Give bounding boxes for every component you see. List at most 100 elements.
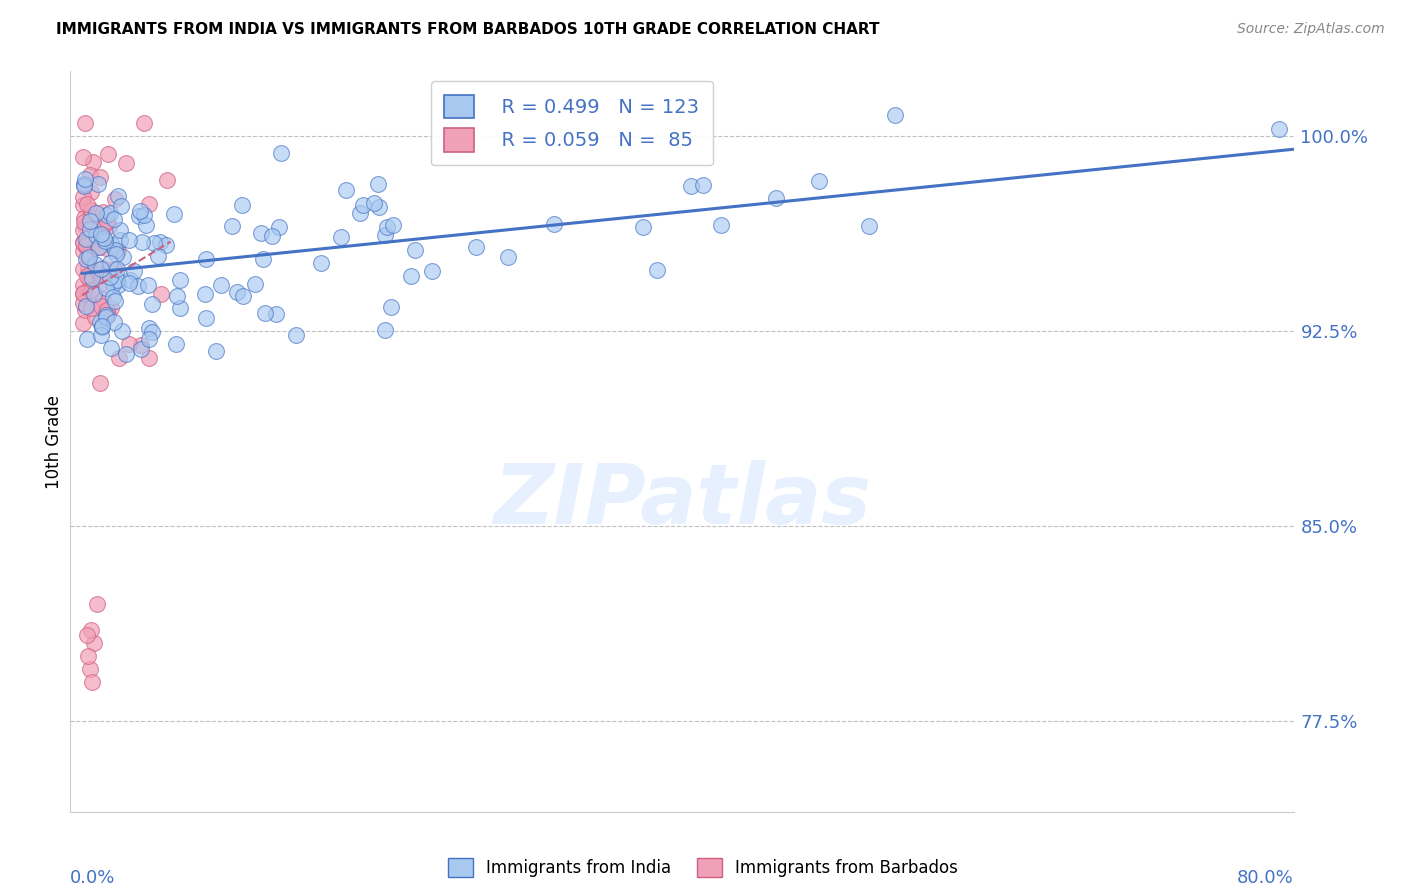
Point <box>93 218 115 232</box>
Point <box>142 236 165 251</box>
Text: 80.0%: 80.0% <box>1237 869 1294 887</box>
Y-axis label: 10th Grade: 10th Grade <box>45 394 63 489</box>
Point <box>285 327 308 342</box>
Point <box>131 235 153 249</box>
Point <box>335 183 357 197</box>
Point <box>82 154 104 169</box>
Point <box>72 223 94 237</box>
Point <box>82 674 104 689</box>
Point <box>122 264 145 278</box>
Point <box>94 310 117 324</box>
Point <box>883 108 905 122</box>
Point <box>543 217 565 231</box>
Point <box>98 269 121 284</box>
Point <box>79 222 101 236</box>
Point <box>83 287 105 301</box>
Point <box>375 220 398 235</box>
Point <box>112 250 135 264</box>
Point <box>93 231 115 245</box>
Point <box>94 241 117 255</box>
Point <box>96 208 118 222</box>
Point <box>135 219 157 233</box>
Point <box>104 294 127 309</box>
Point <box>352 198 374 212</box>
Point <box>73 116 96 130</box>
Point <box>72 235 94 249</box>
Point <box>141 297 163 311</box>
Point <box>115 155 138 169</box>
Point <box>86 221 108 235</box>
Point <box>96 308 118 322</box>
Point <box>87 263 110 277</box>
Point <box>105 273 128 287</box>
Point <box>245 277 267 291</box>
Point <box>108 351 131 365</box>
Point <box>80 623 103 637</box>
Text: Source: ZipAtlas.com: Source: ZipAtlas.com <box>1237 22 1385 37</box>
Point <box>710 219 733 233</box>
Point <box>72 277 94 292</box>
Point <box>94 308 117 322</box>
Point <box>103 277 125 291</box>
Point <box>73 172 96 186</box>
Point <box>103 315 125 329</box>
Point <box>103 211 125 226</box>
Point <box>270 145 292 160</box>
Point <box>110 223 132 237</box>
Point <box>107 189 129 203</box>
Point <box>84 206 107 220</box>
Point <box>79 213 101 227</box>
Point <box>136 277 159 292</box>
Point <box>209 277 232 292</box>
Point <box>75 240 97 254</box>
Point <box>645 263 668 277</box>
Point <box>72 235 94 250</box>
Point <box>72 197 94 211</box>
Point <box>72 150 94 164</box>
Point <box>72 296 94 310</box>
Point <box>765 191 787 205</box>
Point <box>349 205 371 219</box>
Point <box>90 268 112 282</box>
Point <box>73 285 96 299</box>
Point <box>129 343 152 357</box>
Point <box>367 177 389 191</box>
Point <box>128 203 150 218</box>
Point <box>118 336 141 351</box>
Point <box>76 628 98 642</box>
Point <box>195 252 218 266</box>
Point <box>91 260 114 275</box>
Point <box>79 168 101 182</box>
Point <box>91 233 114 247</box>
Point <box>79 236 101 251</box>
Point <box>87 239 110 253</box>
Point <box>98 206 121 220</box>
Point <box>262 228 284 243</box>
Point <box>72 211 94 226</box>
Point <box>155 238 177 252</box>
Point <box>132 208 155 222</box>
Point <box>132 116 155 130</box>
Point <box>264 307 287 321</box>
Point <box>103 261 125 276</box>
Point <box>79 210 101 224</box>
Point <box>86 597 108 611</box>
Point <box>76 197 98 211</box>
Point <box>169 301 191 315</box>
Point <box>75 303 97 318</box>
Point <box>382 219 405 233</box>
Point <box>110 233 132 247</box>
Point <box>72 189 94 203</box>
Point <box>105 244 128 258</box>
Point <box>89 296 111 310</box>
Point <box>681 179 703 194</box>
Point <box>96 213 118 227</box>
Point <box>110 199 132 213</box>
Point <box>252 252 274 266</box>
Point <box>254 306 277 320</box>
Point <box>97 219 120 233</box>
Point <box>104 246 127 260</box>
Point <box>166 289 188 303</box>
Text: IMMIGRANTS FROM INDIA VS IMMIGRANTS FROM BARBADOS 10TH GRADE CORRELATION CHART: IMMIGRANTS FROM INDIA VS IMMIGRANTS FROM… <box>56 22 880 37</box>
Point <box>90 227 112 241</box>
